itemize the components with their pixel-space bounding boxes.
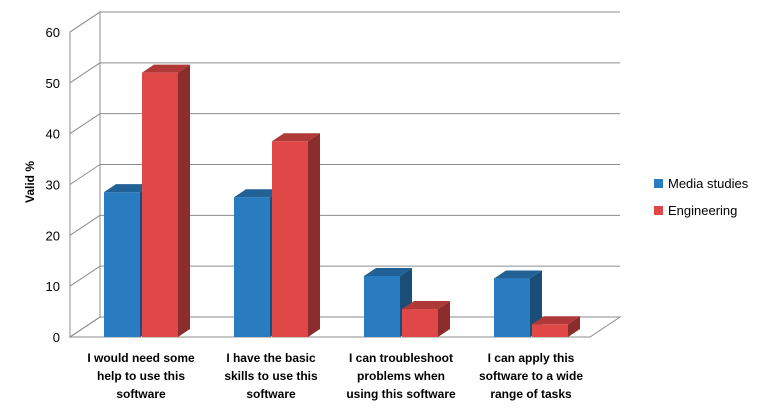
bar-front <box>142 72 178 338</box>
y-tick-label: 20 <box>46 228 60 243</box>
x-category-label-line: using this software <box>346 387 456 401</box>
bar-side <box>178 64 190 338</box>
bar-top <box>234 189 282 198</box>
gridline-side <box>69 214 101 236</box>
bar-side <box>308 133 320 337</box>
x-category-label: I can apply this software to a wide range … <box>479 351 583 401</box>
legend-swatch <box>654 206 663 215</box>
y-tick-label: 40 <box>46 127 60 142</box>
gridline-side <box>69 11 101 33</box>
gridline-side <box>69 62 101 84</box>
bar-top <box>494 270 542 279</box>
bar-front <box>272 141 308 337</box>
legend: Media studies Engineering <box>654 176 749 218</box>
bar <box>142 64 190 338</box>
y-tick-label: 10 <box>46 279 60 294</box>
bar-side <box>438 301 450 337</box>
y-tick-label: 50 <box>46 76 60 91</box>
x-axis-categories: I would need some help to use this softwar… <box>87 351 583 401</box>
gridline-side <box>69 265 101 287</box>
x-category-label-line: I can apply this <box>488 351 575 365</box>
legend-label: Engineering <box>668 203 737 218</box>
bars <box>104 64 580 338</box>
x-category-label-line: skills to use this <box>224 369 318 383</box>
x-category-label: I have the basic skills to use this softwa… <box>224 351 318 401</box>
bar-top <box>272 133 320 142</box>
bar-top <box>104 184 152 193</box>
x-category-label-line: help to use this <box>97 369 185 383</box>
bar-front <box>494 278 530 337</box>
x-category-label: I can troubleshoot problems when using thi… <box>346 351 456 401</box>
gridline-side <box>69 316 101 338</box>
x-category-label-line: software to a wide <box>479 369 583 383</box>
x-category-label-line: I can troubleshoot <box>349 351 453 365</box>
gridline-side <box>69 113 101 135</box>
legend-swatch <box>654 179 663 188</box>
bar-front <box>532 324 568 337</box>
bar <box>402 301 450 337</box>
x-category-label: I would need some help to use this softwar… <box>87 351 195 401</box>
y-axis-label: Valid % <box>23 161 37 203</box>
legend-item: Engineering <box>654 203 737 218</box>
x-category-label-line: problems when <box>357 369 445 383</box>
bar-top <box>142 64 190 73</box>
bar-top <box>364 268 412 276</box>
x-category-label-line: software <box>246 387 296 401</box>
bar-top <box>402 301 450 310</box>
bar <box>494 270 542 337</box>
legend-item: Media studies <box>654 176 749 191</box>
y-tick-label: 60 <box>46 25 60 40</box>
x-category-label-line: I have the basic <box>226 351 316 365</box>
bar <box>532 316 580 337</box>
x-category-label-line: I would need some <box>87 351 195 365</box>
bar-front <box>364 276 400 337</box>
y-tick-label: 30 <box>46 178 60 193</box>
x-category-label-line: range of tasks <box>490 387 572 401</box>
bar-front <box>402 309 438 337</box>
legend-label: Media studies <box>668 176 749 191</box>
bar-front <box>234 197 270 337</box>
y-axis-ticks: 0 10 20 30 40 50 60 <box>46 25 60 345</box>
bar-front <box>104 192 140 337</box>
bar <box>272 133 320 337</box>
bar-side <box>568 316 580 337</box>
gridline-side <box>69 164 101 185</box>
y-tick-label: 0 <box>53 330 60 345</box>
bar-top <box>532 316 580 325</box>
x-category-label-line: software <box>116 387 166 401</box>
